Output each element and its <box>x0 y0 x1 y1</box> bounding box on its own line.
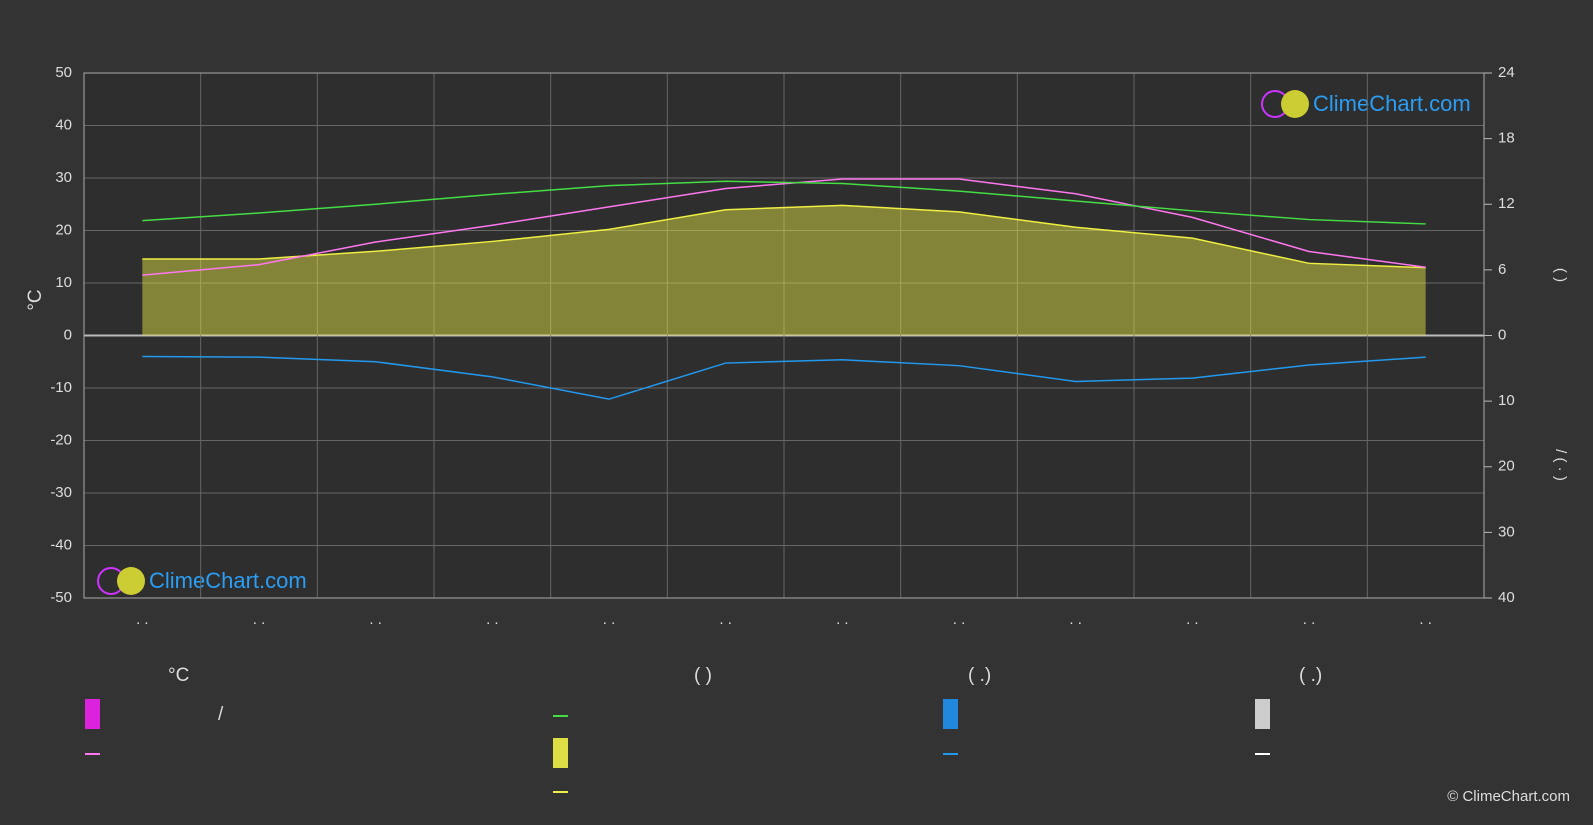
y-tick-label: 20 <box>55 221 72 238</box>
y-tick-label: 10 <box>55 274 72 291</box>
y-tick-label: -40 <box>50 536 72 553</box>
y-axis-label: °C <box>25 289 46 310</box>
line <box>142 355 1426 400</box>
x-tick-label: . . <box>1303 611 1316 628</box>
y-tick-label: -20 <box>50 431 72 448</box>
legend-swatch <box>943 699 958 729</box>
legend-title: ( .) <box>1299 665 1322 686</box>
y2-tick-label: 24 <box>1498 64 1515 81</box>
copyright: © ClimeChart.com <box>1447 788 1570 805</box>
x-tick-label: . . <box>253 611 266 628</box>
y2-tick-label: 6 <box>1498 261 1506 278</box>
x-tick-label: . . <box>486 611 499 628</box>
y3-tick-label: 40 <box>1498 589 1515 606</box>
y2-tick-label: 12 <box>1498 195 1515 212</box>
y3-tick-label: 20 <box>1498 458 1515 475</box>
y-tick-label: -50 <box>50 589 72 606</box>
y3-tick-label: 10 <box>1498 392 1515 409</box>
plot-border <box>83 72 1485 599</box>
legend-swatch <box>1255 699 1270 729</box>
x-tick-label: . . <box>1069 611 1082 628</box>
x-tick-label: . . <box>1186 611 1199 628</box>
legend-title: ( .) <box>968 665 991 686</box>
legend-title: °C <box>168 665 189 686</box>
legend-swatch <box>553 738 568 768</box>
y-tick-label: 0 <box>64 326 72 343</box>
logo-icon <box>117 567 145 595</box>
x-tick-label: . . <box>603 611 616 628</box>
logo-text: ClimeChart.com <box>1313 91 1471 116</box>
line <box>142 178 1426 276</box>
y2-tick-label: 0 <box>1498 326 1506 343</box>
y2-axis-label: ( ) <box>1552 268 1569 282</box>
y-tick-label: -10 <box>50 379 72 396</box>
y-tick-label: 30 <box>55 169 72 186</box>
legend-swatch <box>85 699 100 729</box>
legend-title: ( ) <box>694 665 712 686</box>
line <box>142 204 1426 269</box>
y-tick-label: -30 <box>50 484 72 501</box>
x-tick-label: . . <box>719 611 732 628</box>
x-tick-label: . . <box>136 611 149 628</box>
x-tick-label: . . <box>836 611 849 628</box>
x-tick-label: . . <box>369 611 382 628</box>
logo-icon <box>1281 90 1309 118</box>
x-tick-label: . . <box>953 611 966 628</box>
y-tick-label: 50 <box>55 64 72 81</box>
legend-note: / <box>218 704 224 725</box>
x-tick-label: . . <box>1419 611 1432 628</box>
y3-tick-label: 30 <box>1498 523 1515 540</box>
y3-axis-label: / ( · ) <box>1552 449 1569 481</box>
y-tick-label: 40 <box>55 116 72 133</box>
area <box>142 205 1426 336</box>
y2-tick-label: 18 <box>1498 130 1515 147</box>
line <box>142 180 1426 225</box>
logo-text: ClimeChart.com <box>149 568 307 593</box>
